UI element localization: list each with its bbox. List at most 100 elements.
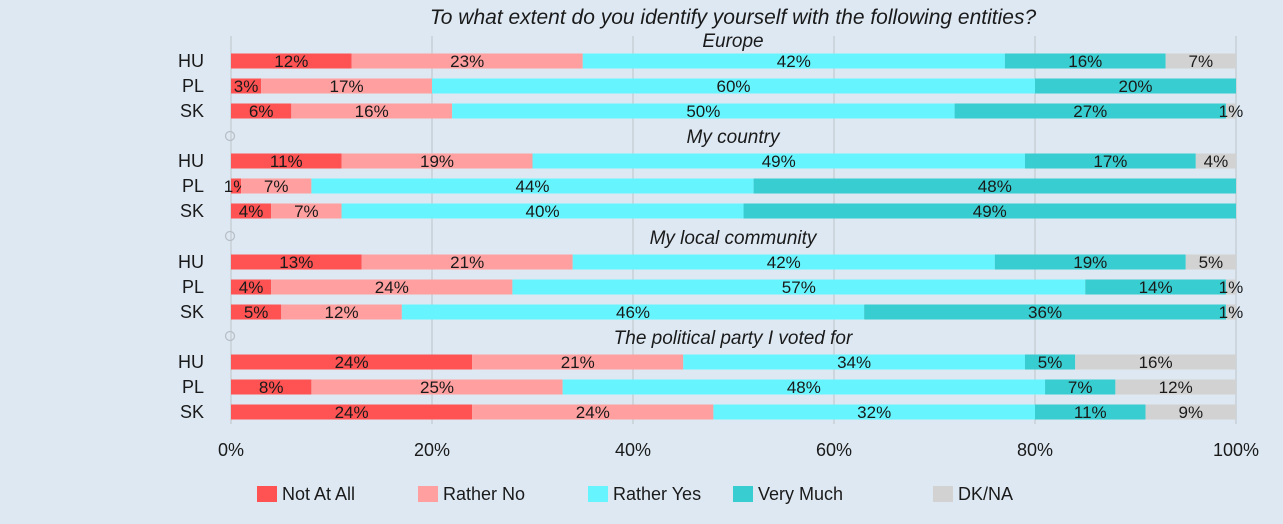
bar-segment — [1115, 379, 1236, 395]
data-label: 5% — [244, 303, 269, 322]
data-label: 17% — [1093, 152, 1127, 171]
x-tick-label: 100% — [1213, 440, 1259, 460]
bar-segment — [1225, 304, 1236, 320]
x-tick-label: 40% — [615, 440, 651, 460]
data-label: 16% — [1068, 52, 1102, 71]
legend-label: Rather Yes — [613, 484, 701, 504]
chart-title: To what extent do you identify yourself … — [430, 6, 1037, 29]
data-label: 4% — [239, 278, 264, 297]
bar-segment — [472, 354, 684, 370]
data-label: 16% — [355, 102, 389, 121]
bar-segment — [271, 279, 513, 295]
data-label: 5% — [1199, 253, 1224, 272]
bar-segment — [231, 254, 362, 270]
data-label: 21% — [450, 253, 484, 272]
bar-segment — [753, 178, 1236, 194]
data-label: 6% — [249, 102, 274, 121]
bar-segment — [572, 254, 995, 270]
bar-segment — [351, 53, 583, 69]
bar-segment — [271, 203, 342, 219]
data-label: 49% — [973, 202, 1007, 221]
category-label: PL — [182, 76, 204, 96]
legend-label: Rather No — [443, 484, 525, 504]
bar-segment — [261, 78, 432, 94]
x-tick-label: 80% — [1017, 440, 1053, 460]
legend-swatch — [933, 486, 953, 502]
data-label: 24% — [335, 403, 369, 422]
legend: Not At All Rather No Rather Yes Very Much DK… — [257, 484, 1013, 504]
data-label: 34% — [837, 353, 871, 372]
data-label: 4% — [1204, 152, 1229, 171]
bar-segment — [231, 379, 312, 395]
data-label: 19% — [420, 152, 454, 171]
data-label: 11% — [1074, 403, 1107, 422]
data-label: 42% — [777, 52, 811, 71]
data-label: 12% — [274, 52, 308, 71]
bar-segment — [864, 304, 1226, 320]
x-tick-label: 0% — [218, 440, 244, 460]
legend-swatch — [588, 486, 608, 502]
data-label: 42% — [767, 253, 801, 272]
x-axis: 0% 20% 40% 60% 80% 100% — [218, 440, 1259, 460]
bar-segment — [311, 178, 754, 194]
bar-segment — [291, 103, 453, 119]
bar-segment — [281, 304, 402, 320]
data-label: 5% — [1038, 353, 1063, 372]
data-label: 24% — [576, 403, 610, 422]
legend-swatch — [418, 486, 438, 502]
category-label: SK — [180, 201, 204, 221]
data-label: 57% — [782, 278, 816, 297]
legend-label: Not At All — [282, 484, 355, 504]
bar-segment — [231, 354, 473, 370]
bar-segment — [713, 404, 1035, 420]
bar-segment — [231, 404, 473, 420]
bar-segment — [341, 153, 533, 169]
data-label: 49% — [762, 152, 796, 171]
bar-segment — [1225, 103, 1236, 119]
data-label: 16% — [1139, 353, 1173, 372]
bar-segment — [1004, 53, 1166, 69]
x-tick-label: 20% — [414, 440, 450, 460]
data-label: 60% — [716, 77, 750, 96]
bar-segment — [231, 103, 292, 119]
group-label: The political party I voted for — [614, 328, 853, 349]
data-label: 9% — [1178, 403, 1203, 422]
category-label: SK — [180, 402, 204, 422]
x-tick-label: 60% — [816, 440, 852, 460]
data-label: 8% — [259, 378, 284, 397]
data-label: 1% — [1219, 303, 1244, 322]
bar-segment — [231, 53, 352, 69]
category-label: PL — [182, 377, 204, 397]
legend-label: Very Much — [758, 484, 843, 504]
data-label: 7% — [294, 202, 319, 221]
bar-segment — [1045, 379, 1116, 395]
data-label: 7% — [1189, 52, 1214, 71]
data-label: 3% — [234, 77, 259, 96]
bar-segment — [361, 254, 573, 270]
data-label: 32% — [857, 403, 891, 422]
bar-segment — [1024, 354, 1076, 370]
data-label: 4% — [239, 202, 264, 221]
data-label: 13% — [279, 253, 313, 272]
category-label: HU — [178, 51, 204, 71]
bar-segment — [452, 103, 955, 119]
group-separator-marker — [224, 330, 236, 342]
bar-segment — [512, 279, 1086, 295]
data-label: 48% — [787, 378, 821, 397]
data-label: 1% — [1219, 278, 1244, 297]
data-label: 7% — [264, 177, 289, 196]
bar-segment — [231, 153, 342, 169]
category-label: HU — [178, 252, 204, 272]
category-label: HU — [178, 151, 204, 171]
bar-segment — [231, 279, 272, 295]
data-label: 7% — [1068, 378, 1093, 397]
bar-segment — [1225, 279, 1236, 295]
data-label: 23% — [450, 52, 484, 71]
data-label: 50% — [686, 102, 720, 121]
category-label: PL — [182, 176, 204, 196]
bar-segment — [1035, 404, 1146, 420]
group-separator-marker — [224, 130, 236, 142]
data-label: 24% — [335, 353, 369, 372]
